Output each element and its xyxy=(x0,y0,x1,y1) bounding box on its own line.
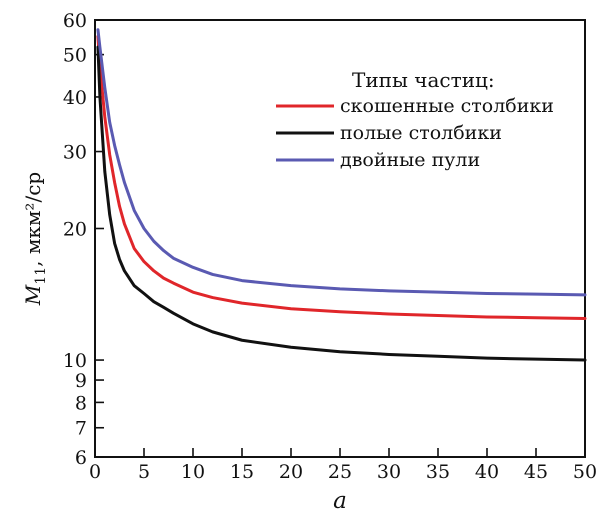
x-tick-label: 20 xyxy=(279,461,303,483)
x-axis-label: a xyxy=(333,488,347,514)
x-tick-label: 45 xyxy=(524,461,548,483)
legend: Типы частиц: скошенные столбики полые сто… xyxy=(276,68,554,171)
plot-frame xyxy=(94,19,586,458)
y-tick-label: 7 xyxy=(75,418,87,440)
x-tick-label: 35 xyxy=(426,461,450,483)
y-tick-label: 10 xyxy=(63,350,87,372)
x-tick-label: 50 xyxy=(573,461,597,483)
legend-title: Типы частиц: xyxy=(352,68,495,92)
legend-entry: полые столбики xyxy=(340,122,502,144)
x-tick-label: 10 xyxy=(181,461,205,483)
series-lines xyxy=(96,28,587,362)
legend-entry: двойные пули xyxy=(340,149,480,171)
series-line xyxy=(96,35,587,320)
y-tick-label: 20 xyxy=(63,219,87,241)
y-tick-label: 50 xyxy=(63,45,87,67)
x-tick-label: 15 xyxy=(230,461,254,483)
y-axis-label-rest: , мкм²/ср xyxy=(21,172,45,267)
x-tick-label: 30 xyxy=(377,461,401,483)
y-axis-label: M11, мкм²/ср xyxy=(21,172,49,306)
y-tick-label: 60 xyxy=(63,10,87,32)
y-tick-label: 8 xyxy=(75,392,87,414)
x-tick-label: 25 xyxy=(328,461,352,483)
x-tick-label: 0 xyxy=(89,461,101,483)
y-axis-label-sub: 11 xyxy=(33,267,49,285)
legend-entry: скошенные столбики xyxy=(340,95,554,117)
y-tick-label: 6 xyxy=(75,447,87,469)
y-tick-label: 40 xyxy=(63,87,87,109)
series-line xyxy=(96,28,587,297)
x-tick-label: 5 xyxy=(138,461,150,483)
y-axis-label-main: M xyxy=(21,284,45,306)
y-tick-label: 9 xyxy=(75,370,87,392)
y-tick-label: 30 xyxy=(63,142,87,164)
x-tick-label: 40 xyxy=(475,461,499,483)
series-line xyxy=(96,45,587,362)
